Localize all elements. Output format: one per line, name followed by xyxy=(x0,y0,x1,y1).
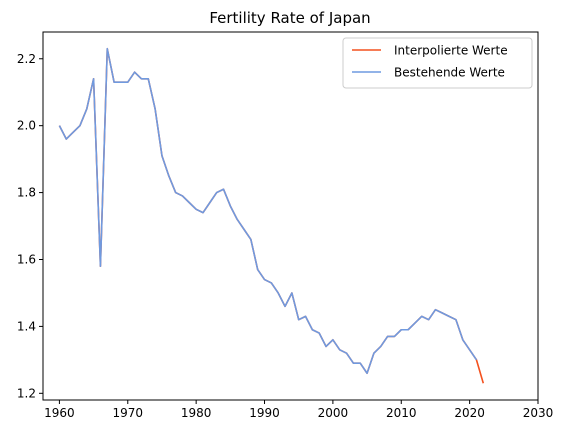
y-tick-label: 2.2 xyxy=(17,52,36,66)
x-tick-label: 2020 xyxy=(454,406,485,420)
legend: Interpolierte Werte Bestehende Werte xyxy=(342,37,533,89)
x-tick-label: 2000 xyxy=(318,406,349,420)
x-tick-label: 2030 xyxy=(523,406,554,420)
y-tick-label: 2.0 xyxy=(17,119,36,133)
x-tick-label: 1980 xyxy=(181,406,212,420)
y-axis: 1.2 1.4 1.6 1.8 2.0 2.2 xyxy=(17,52,43,400)
x-tick-label: 1960 xyxy=(44,406,75,420)
x-axis: 1960 1970 1980 1990 2000 2010 2020 2030 xyxy=(44,400,553,420)
y-tick-label: 1.4 xyxy=(17,319,36,333)
legend-label-interpolated: Interpolierte Werte xyxy=(394,44,508,58)
y-tick-label: 1.2 xyxy=(17,386,36,400)
series-line-interpolated xyxy=(58,47,485,384)
legend-box xyxy=(342,37,533,89)
chart-title: Fertility Rate of Japan xyxy=(209,9,370,27)
x-tick-label: 1970 xyxy=(113,406,144,420)
plot-area-frame xyxy=(42,31,539,401)
x-tick-label: 1990 xyxy=(249,406,280,420)
series-line-existing xyxy=(58,47,478,375)
legend-label-existing: Bestehende Werte xyxy=(394,66,505,80)
y-tick-label: 1.8 xyxy=(17,186,36,200)
x-tick-label: 2010 xyxy=(386,406,417,420)
series-layer xyxy=(58,47,485,384)
y-tick-label: 1.6 xyxy=(17,252,36,266)
